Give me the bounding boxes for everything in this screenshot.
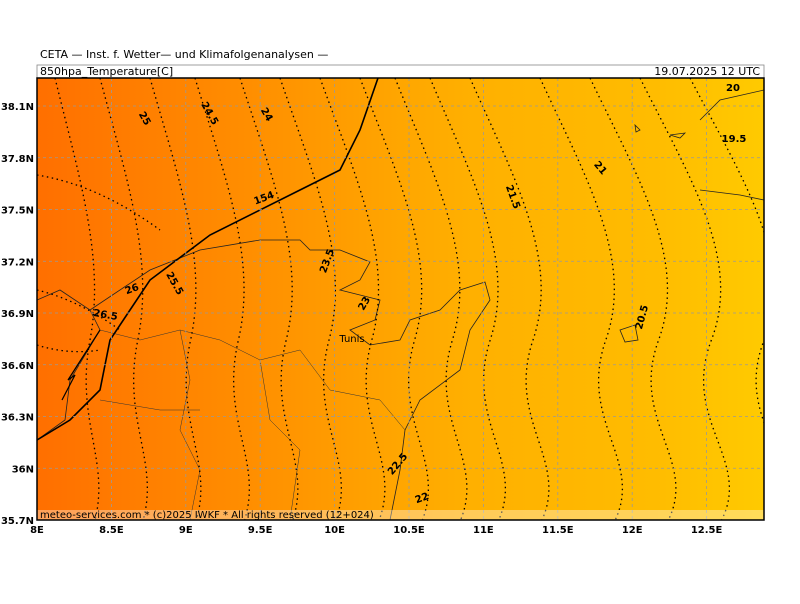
isotherm	[239, 78, 299, 520]
isotherm	[469, 78, 550, 520]
header-title: CETA — Inst. f. Wetter— und Klimafolgena…	[40, 48, 328, 61]
contour-label: 26.5	[92, 308, 118, 323]
lon-label: 8.5E	[99, 525, 124, 536]
geopotential-contour	[37, 78, 379, 441]
lat-label: 36.3N	[1, 413, 34, 424]
lon-label: 9.5E	[248, 525, 273, 536]
geopotential-contour	[61, 329, 101, 401]
variable-label: 850hpa_Temperature[C]	[40, 65, 173, 78]
lon-label: 12E	[622, 525, 643, 536]
datetime-label: 19.07.2025 12 UTC	[654, 65, 760, 78]
isotherm	[394, 78, 468, 520]
lat-label: 38.1N	[1, 102, 34, 113]
isotherm	[539, 78, 624, 520]
isotherm	[37, 344, 101, 353]
place-label: Tunis	[338, 334, 364, 345]
isotherm	[319, 78, 386, 520]
lat-label: 37.5N	[1, 206, 34, 217]
lon-label: 9E	[179, 525, 193, 536]
isotherm	[359, 78, 429, 520]
contour-label: 20	[726, 83, 740, 94]
isotherm	[54, 78, 100, 520]
map-layer	[37, 78, 764, 520]
footer-credit: meteo-services.com * (c)2025 IWKF * All …	[40, 510, 374, 521]
footer-strip	[37, 510, 764, 520]
lat-label: 36N	[12, 464, 34, 475]
lat-label: 37.8N	[1, 154, 34, 165]
contour-label: 22	[414, 491, 431, 506]
isotherm	[689, 78, 764, 425]
lat-label: 37.2N	[1, 257, 34, 268]
lon-label: 10E	[324, 525, 345, 536]
lat-label: 36.9N	[1, 309, 34, 320]
map-frame	[36, 77, 765, 521]
lon-label: 12.5E	[691, 525, 723, 536]
lon-label: 10.5E	[393, 525, 425, 536]
isotherm	[279, 78, 342, 520]
isotherm	[639, 78, 731, 520]
contour-label: 19.5	[722, 134, 747, 145]
temperature-field	[37, 78, 764, 520]
lon-label: 11.5E	[542, 525, 574, 536]
borders	[99, 329, 406, 520]
contour-label: 26	[124, 282, 141, 297]
lat-label: 36.6N	[1, 361, 34, 372]
lon-label: 11E	[473, 525, 494, 536]
lat-label: 35.7N	[1, 516, 34, 527]
lon-label: 8E	[30, 525, 44, 536]
